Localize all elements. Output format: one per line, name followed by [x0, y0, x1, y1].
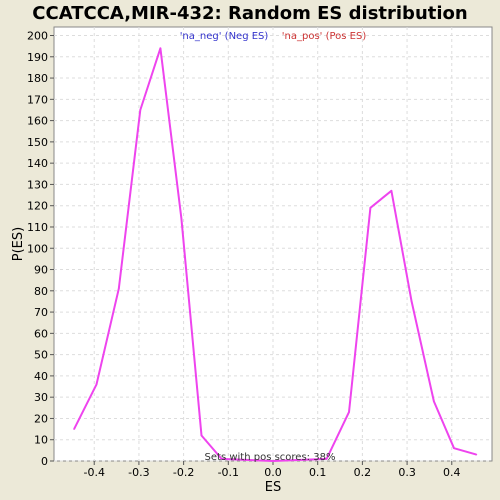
x-tick-label: 0.0	[264, 466, 282, 479]
x-tick-label: -0.1	[218, 466, 239, 479]
data-point	[390, 190, 393, 192]
data-point	[180, 217, 183, 220]
data-point	[220, 458, 223, 460]
y-tick-label: 100	[27, 242, 48, 255]
x-tick-label: -0.3	[128, 466, 149, 479]
y-tick-label: 0	[41, 455, 48, 468]
chart-title: CCATCCA,MIR-432: Random ES distribution	[32, 3, 467, 24]
x-axis-title: ES	[265, 480, 281, 495]
y-tick-label: 20	[34, 412, 48, 425]
y-tick-label: 70	[34, 306, 48, 319]
data-point	[348, 411, 350, 413]
data-point	[325, 458, 328, 460]
axes: 0 10 20 30 40 50 60 70 80 90 100 110 120 130 140 150 160…	[27, 30, 461, 479]
data-point	[118, 287, 120, 290]
data-point	[159, 47, 162, 50]
y-tick-label: 160	[27, 115, 48, 128]
x-tick-label: 0.1	[309, 466, 327, 479]
data-point	[200, 434, 203, 437]
data-point	[410, 300, 413, 303]
legend: 'na_neg' (Neg ES) 'na_pos' (Pos ES)	[180, 31, 367, 42]
y-tick-label: 150	[27, 136, 48, 149]
y-tick-label: 40	[34, 370, 48, 383]
y-tick-label: 120	[27, 200, 48, 213]
x-tick-label: -0.2	[173, 466, 194, 479]
data-point	[433, 400, 435, 403]
grid-lines	[54, 27, 492, 462]
y-tick-label: 80	[34, 285, 48, 298]
data-point	[475, 453, 478, 456]
x-tick-label: -0.4	[83, 466, 104, 479]
y-tick-label: 130	[27, 178, 48, 191]
data-point	[369, 207, 372, 209]
x-tick-label: 0.3	[398, 466, 416, 479]
data-point	[73, 428, 75, 430]
pos-scores-annotation: Sets with pos scores: 38%	[205, 452, 336, 463]
x-tick-label: 0.4	[443, 466, 461, 479]
data-point	[139, 109, 142, 111]
y-tick-label: 90	[34, 264, 48, 277]
series-layer	[73, 47, 478, 462]
y-tick-label: 50	[34, 349, 48, 362]
y-tick-label: 60	[34, 327, 48, 340]
legend-entry-pos: 'na_pos' (Pos ES)	[282, 31, 367, 42]
y-tick-label: 190	[27, 51, 48, 64]
y-axis-title: P(ES)	[11, 227, 26, 261]
y-tick-label: 180	[27, 72, 48, 85]
y-tick-label: 110	[27, 221, 48, 234]
data-point	[95, 383, 98, 386]
y-tick-label: 200	[27, 30, 48, 43]
data-point	[272, 460, 274, 462]
legend-entry-neg: 'na_neg' (Neg ES)	[180, 31, 269, 42]
data-point	[453, 447, 455, 450]
y-tick-label: 10	[34, 434, 48, 447]
y-tick-label: 30	[34, 391, 48, 404]
x-tick-label: 0.2	[354, 466, 372, 479]
y-tick-label: 140	[27, 157, 48, 170]
y-tick-label: 170	[27, 93, 48, 106]
